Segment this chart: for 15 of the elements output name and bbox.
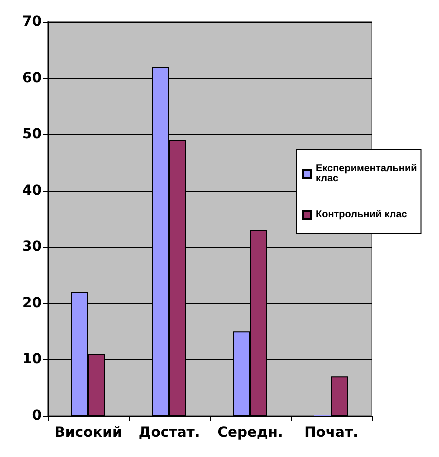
bar	[332, 376, 348, 416]
x-tick-label: Середн.	[218, 425, 284, 441]
x-tick-label: Почат.	[304, 425, 358, 441]
y-tick-label: 60	[22, 70, 42, 86]
x-tick-label: Достат.	[138, 425, 200, 441]
y-tick-label: 20	[22, 295, 42, 312]
y-tick-label: 30	[22, 239, 42, 256]
y-tick-label: 50	[22, 126, 42, 143]
y-tick-label: 0	[32, 408, 42, 424]
legend-label: Контрольний клас	[316, 210, 408, 220]
x-tick-label: Високий	[54, 425, 122, 441]
y-tick-label: 40	[22, 182, 42, 199]
legend-label: Експериментальний клас	[316, 164, 418, 184]
y-tick-label: 10	[22, 352, 42, 368]
y-tick-label: 70	[22, 14, 42, 30]
